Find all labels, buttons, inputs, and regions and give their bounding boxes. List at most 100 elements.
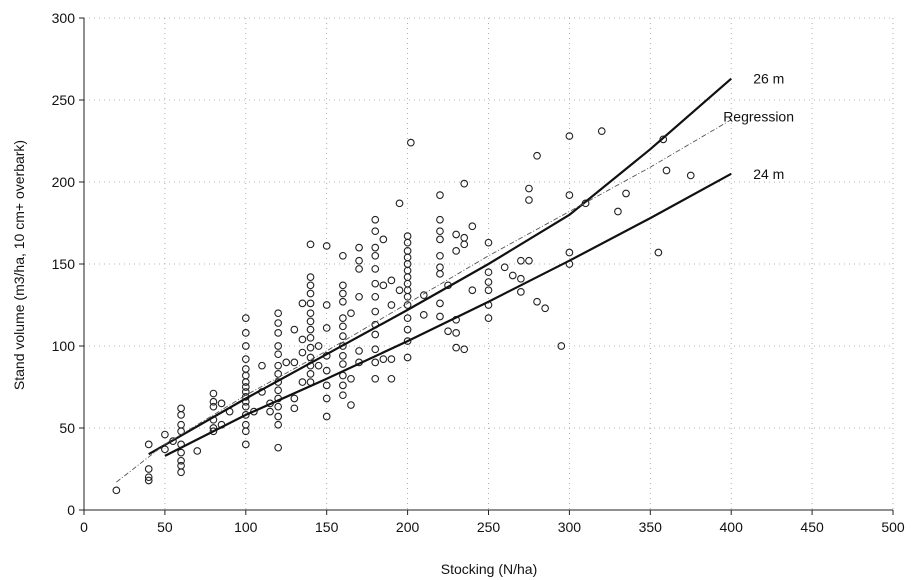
scatter-point bbox=[177, 461, 185, 470]
scatter-point bbox=[290, 358, 299, 367]
scatter-point bbox=[517, 274, 525, 283]
scatter-point bbox=[444, 327, 452, 336]
scatter-point bbox=[322, 381, 331, 390]
scatter-point bbox=[460, 240, 469, 249]
scatter-point bbox=[525, 256, 533, 265]
scatter-point bbox=[241, 355, 250, 363]
scatter-point bbox=[403, 292, 412, 301]
scatter-point bbox=[460, 179, 469, 188]
scatter-point bbox=[508, 271, 517, 280]
series-label: 26 m bbox=[753, 71, 784, 87]
scatter-point bbox=[339, 360, 347, 368]
scatter-point bbox=[371, 374, 380, 383]
y-axis-title: Stand volume (m3/ha, 10 cm+ overbark) bbox=[11, 140, 27, 390]
scatter-point bbox=[662, 166, 671, 175]
scatter-point bbox=[371, 243, 380, 252]
scatter-point bbox=[403, 301, 412, 309]
y-tick-label: 0 bbox=[67, 502, 75, 518]
scatter-point bbox=[468, 222, 477, 231]
series-label: Regression bbox=[723, 109, 794, 125]
scatter-point bbox=[403, 325, 412, 334]
scatter-point bbox=[379, 355, 388, 363]
scatter-point bbox=[339, 381, 347, 390]
scatter-point bbox=[241, 383, 250, 391]
scatter-point bbox=[112, 486, 121, 495]
scatter-point bbox=[177, 404, 185, 413]
scatter-point bbox=[177, 456, 185, 465]
y-tick-label: 200 bbox=[52, 174, 76, 190]
scatter-point bbox=[517, 288, 525, 296]
series-line bbox=[164, 172, 732, 457]
scatter-point bbox=[436, 312, 444, 321]
x-axis-ticks: 0 50 100 150 200 250 300 350 400 450 500 bbox=[80, 510, 905, 535]
scatter-point bbox=[525, 196, 533, 204]
scatter-point bbox=[355, 243, 363, 252]
scatter-point bbox=[306, 309, 315, 318]
y-tick-label: 150 bbox=[52, 256, 76, 272]
scatter-point bbox=[436, 215, 444, 224]
scatter-point bbox=[436, 251, 444, 260]
series-labels: 26 m Regression 24 m bbox=[723, 71, 794, 182]
scatter-point bbox=[322, 324, 331, 332]
scatter-point bbox=[403, 238, 412, 247]
scatter-point bbox=[314, 342, 323, 350]
scatter-point bbox=[306, 299, 315, 308]
scatter-point bbox=[339, 281, 347, 290]
scatter-point bbox=[371, 345, 380, 354]
scatter-point bbox=[274, 350, 283, 359]
scatter-point bbox=[290, 325, 299, 334]
scatter-point bbox=[306, 353, 315, 362]
y-tick-label: 100 bbox=[52, 338, 76, 354]
scatter-point bbox=[500, 263, 509, 272]
x-tick-label: 400 bbox=[720, 519, 744, 535]
scatter-point bbox=[282, 358, 291, 367]
scatter-point bbox=[339, 351, 347, 360]
scatter-point bbox=[241, 420, 250, 429]
scatter-point bbox=[258, 361, 266, 370]
scatter-point bbox=[274, 319, 283, 327]
scatter-point bbox=[387, 355, 396, 363]
scatter-point bbox=[355, 292, 363, 301]
scatter-point bbox=[290, 404, 299, 413]
scatter-point bbox=[533, 297, 541, 306]
scatter-point bbox=[452, 247, 460, 255]
x-tick-label: 150 bbox=[315, 519, 339, 535]
series-line bbox=[148, 77, 732, 456]
scatter-point bbox=[274, 370, 283, 378]
y-tick-label: 250 bbox=[52, 92, 76, 108]
scatter-point bbox=[144, 440, 153, 449]
scatter-point bbox=[339, 332, 347, 341]
scatter-point bbox=[436, 269, 444, 278]
scatter-point bbox=[274, 412, 283, 421]
scatter-point bbox=[565, 248, 574, 257]
scatter-point bbox=[403, 314, 412, 322]
scatter-point bbox=[241, 427, 250, 436]
scatter-point bbox=[306, 240, 315, 249]
scatter-point bbox=[347, 374, 355, 383]
y-axis-ticks: 0 50 100 150 200 250 300 bbox=[52, 10, 84, 518]
scatter-point bbox=[314, 361, 323, 370]
scatter-point bbox=[460, 345, 469, 354]
scatter-point bbox=[403, 337, 412, 345]
scatter-point bbox=[217, 399, 226, 408]
scatter-point bbox=[403, 353, 412, 362]
scatter-point bbox=[355, 265, 363, 273]
scatter-point bbox=[347, 309, 355, 318]
scatter-point bbox=[403, 286, 412, 295]
scatter-point bbox=[371, 279, 380, 288]
scatter-point bbox=[525, 184, 533, 193]
scatter-point bbox=[241, 440, 250, 449]
scatter-point bbox=[306, 343, 315, 352]
y-tick-label: 50 bbox=[59, 420, 75, 436]
scatter-point bbox=[241, 314, 250, 322]
scatter-point bbox=[484, 268, 493, 277]
scatter-point bbox=[371, 265, 380, 273]
scatter-point bbox=[298, 335, 307, 344]
scatter-point bbox=[306, 317, 315, 326]
scatter-point bbox=[387, 276, 396, 285]
scatter-point bbox=[209, 427, 218, 436]
scatter-point bbox=[144, 476, 153, 485]
scatter-point bbox=[541, 304, 549, 313]
scatter-point bbox=[565, 132, 574, 140]
series-line bbox=[116, 119, 732, 483]
